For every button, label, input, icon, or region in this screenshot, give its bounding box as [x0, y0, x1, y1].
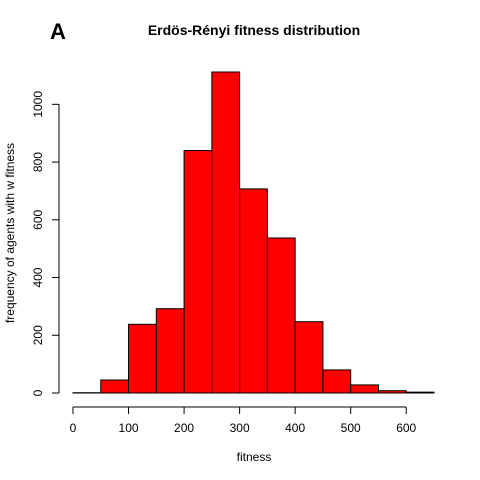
histogram-bar — [294, 321, 324, 394]
y-tick-label: 1000 — [31, 91, 45, 118]
histogram-bar — [183, 150, 213, 394]
bars-group — [72, 71, 435, 394]
chart-title: Erdös-Rényi fitness distribution — [148, 22, 360, 38]
y-axis-label: frequency of agents with w fitness — [3, 143, 17, 323]
x-tick-label: 100 — [119, 421, 139, 435]
x-tick-label: 400 — [285, 421, 305, 435]
x-tick-label: 300 — [230, 421, 250, 435]
histogram-bar — [128, 323, 157, 394]
histogram-bar — [239, 188, 268, 394]
y-tick-label: 400 — [31, 267, 45, 287]
x-axis-label: fitness — [237, 450, 272, 464]
x-tick-label: 0 — [70, 421, 77, 435]
y-axis: 0 200 400 600 800 1000 — [31, 91, 60, 396]
y-tick-label: 800 — [31, 152, 45, 172]
histogram-bar — [322, 369, 352, 394]
panel-label: A — [50, 19, 66, 44]
x-tick-label: 200 — [174, 421, 194, 435]
x-axis: 0 100 200 300 400 500 600 — [70, 406, 417, 435]
histogram-bar — [405, 391, 435, 394]
histogram-bar — [211, 71, 241, 394]
x-tick-label: 600 — [396, 421, 416, 435]
histogram-bar — [266, 237, 296, 394]
y-tick-label: 600 — [31, 209, 45, 229]
histogram-bar — [350, 384, 379, 394]
histogram-bar — [155, 308, 185, 394]
histogram-bar — [377, 390, 407, 394]
y-tick-label: 0 — [31, 389, 45, 396]
x-tick-label: 500 — [341, 421, 361, 435]
y-tick-label: 200 — [31, 325, 45, 345]
histogram-bar — [100, 379, 130, 394]
